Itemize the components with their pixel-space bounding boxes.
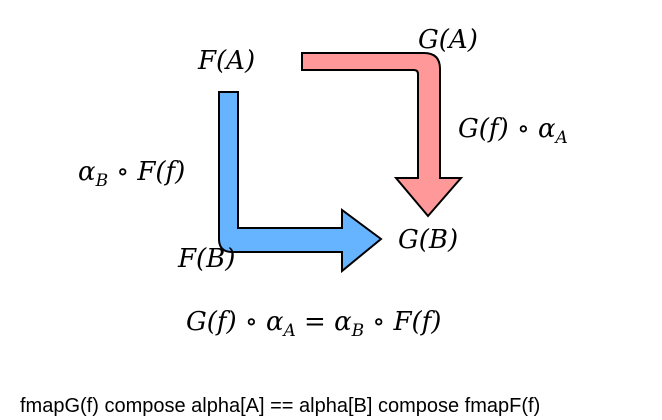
right-path-label: G(f) ∘ αA	[458, 114, 568, 148]
right-path-label-main: G(f) ∘ α	[458, 114, 556, 144]
equation-mid-sub: B	[351, 321, 365, 341]
left-path-label: αB ∘ F(f)	[78, 157, 185, 191]
equation-lhs-sub: A	[282, 321, 296, 341]
equation-rhs: ∘ F(f)	[364, 307, 441, 337]
node-fa-label: F(A)	[197, 46, 255, 76]
node-gb-label: G(B)	[398, 225, 458, 255]
red-path-arrow	[301, 52, 464, 218]
code-caption: fmapG(f) compose alpha[A] == alpha[B] co…	[20, 395, 540, 417]
node-ga-label: G(A)	[418, 25, 478, 55]
node-fb-label: F(B)	[177, 244, 235, 274]
left-path-label-sub: B	[95, 171, 109, 191]
blue-path-arrow	[218, 91, 383, 274]
naturality-equation: G(f) ∘ αA = αB ∘ F(f)	[186, 307, 441, 341]
equation-mid: = α	[296, 307, 352, 337]
equation-lhs: G(f) ∘ α	[186, 307, 284, 337]
right-path-label-sub: A	[554, 128, 568, 148]
left-path-label-alpha: α	[78, 157, 96, 187]
left-path-label-rest: ∘ F(f)	[108, 157, 185, 187]
